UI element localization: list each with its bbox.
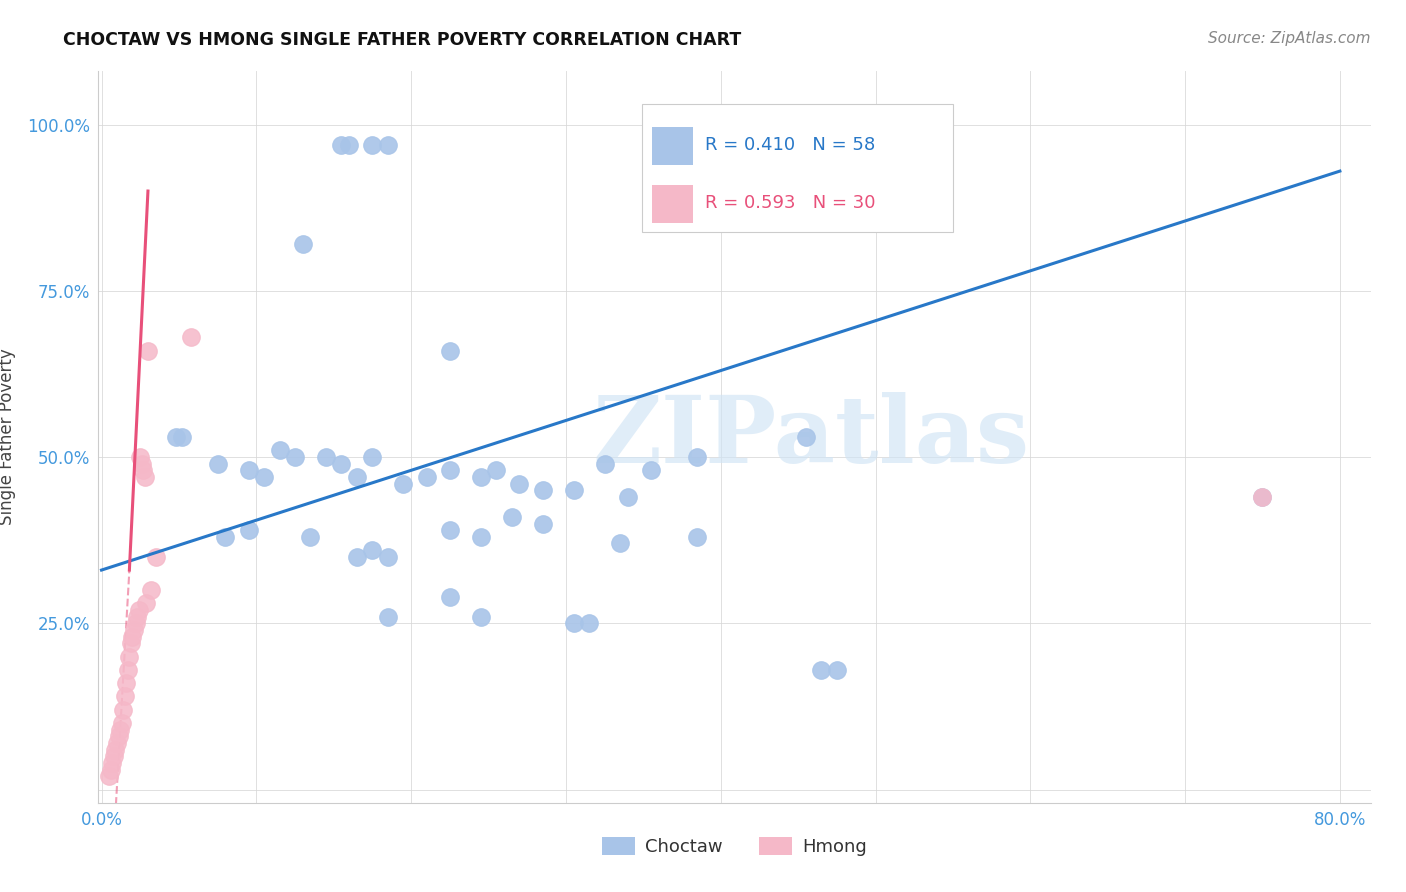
Point xyxy=(101,756,124,770)
Point xyxy=(315,450,337,464)
Point xyxy=(377,549,399,564)
Point xyxy=(485,463,508,477)
Point xyxy=(105,736,128,750)
Point xyxy=(337,137,360,152)
Point xyxy=(134,470,156,484)
Point xyxy=(145,549,167,564)
Point xyxy=(531,483,554,498)
Point xyxy=(377,609,399,624)
Point xyxy=(118,649,141,664)
Point xyxy=(415,470,437,484)
Point xyxy=(794,430,817,444)
Text: CHOCTAW VS HMONG SINGLE FATHER POVERTY CORRELATION CHART: CHOCTAW VS HMONG SINGLE FATHER POVERTY C… xyxy=(63,31,741,49)
Point xyxy=(115,676,138,690)
Point xyxy=(107,729,129,743)
Point xyxy=(617,490,640,504)
Point xyxy=(170,430,193,444)
Point xyxy=(470,609,492,624)
Point xyxy=(120,636,142,650)
Point xyxy=(330,137,353,152)
FancyBboxPatch shape xyxy=(652,127,693,165)
Point xyxy=(470,470,492,484)
Point xyxy=(299,530,322,544)
Point xyxy=(825,663,848,677)
Point xyxy=(104,742,127,756)
Point xyxy=(330,457,353,471)
Point xyxy=(111,716,134,731)
Text: Source: ZipAtlas.com: Source: ZipAtlas.com xyxy=(1208,31,1371,46)
Point xyxy=(269,443,291,458)
Point xyxy=(291,237,314,252)
Point xyxy=(439,590,461,604)
Point xyxy=(114,690,136,704)
Point xyxy=(117,663,139,677)
Point xyxy=(392,476,415,491)
Point xyxy=(238,523,260,537)
Point xyxy=(508,476,530,491)
Point xyxy=(165,430,187,444)
Point xyxy=(640,137,662,152)
Point xyxy=(98,769,121,783)
Point xyxy=(640,463,662,477)
Point xyxy=(128,603,150,617)
Point xyxy=(1251,490,1274,504)
Point xyxy=(136,343,159,358)
Point xyxy=(346,470,368,484)
Point xyxy=(112,703,135,717)
Point xyxy=(361,543,384,558)
Point xyxy=(100,763,122,777)
Point xyxy=(531,516,554,531)
Point xyxy=(180,330,202,344)
Legend: Choctaw, Hmong: Choctaw, Hmong xyxy=(595,830,875,863)
Point xyxy=(127,609,149,624)
Text: R = 0.410   N = 58: R = 0.410 N = 58 xyxy=(706,136,876,153)
Point xyxy=(284,450,307,464)
Point xyxy=(810,663,832,677)
FancyBboxPatch shape xyxy=(641,104,953,232)
FancyBboxPatch shape xyxy=(652,186,693,224)
Point xyxy=(686,530,709,544)
Point xyxy=(135,596,157,610)
Point xyxy=(439,523,461,537)
Y-axis label: Single Father Poverty: Single Father Poverty xyxy=(0,349,15,525)
Text: R = 0.593   N = 30: R = 0.593 N = 30 xyxy=(706,194,876,212)
Point xyxy=(361,450,384,464)
Point xyxy=(207,457,229,471)
Point xyxy=(238,463,260,477)
Point xyxy=(124,616,146,631)
Point xyxy=(562,483,585,498)
Point xyxy=(346,549,368,564)
Point xyxy=(214,530,236,544)
Point xyxy=(253,470,276,484)
Point xyxy=(609,536,631,550)
Point xyxy=(562,616,585,631)
Point xyxy=(593,457,616,471)
Point xyxy=(132,463,155,477)
Point xyxy=(131,457,153,471)
Point xyxy=(139,582,162,597)
Point xyxy=(686,450,709,464)
Point xyxy=(578,616,600,631)
Point xyxy=(1251,490,1274,504)
Point xyxy=(122,623,145,637)
Point xyxy=(377,137,399,152)
Point xyxy=(121,630,143,644)
Point xyxy=(470,530,492,544)
Point xyxy=(671,137,693,152)
Point xyxy=(439,343,461,358)
Text: ZIPatlas: ZIPatlas xyxy=(592,392,1029,482)
Point xyxy=(108,723,131,737)
Point xyxy=(361,137,384,152)
Point xyxy=(129,450,152,464)
Point xyxy=(439,463,461,477)
Point xyxy=(103,749,125,764)
Point xyxy=(501,509,523,524)
